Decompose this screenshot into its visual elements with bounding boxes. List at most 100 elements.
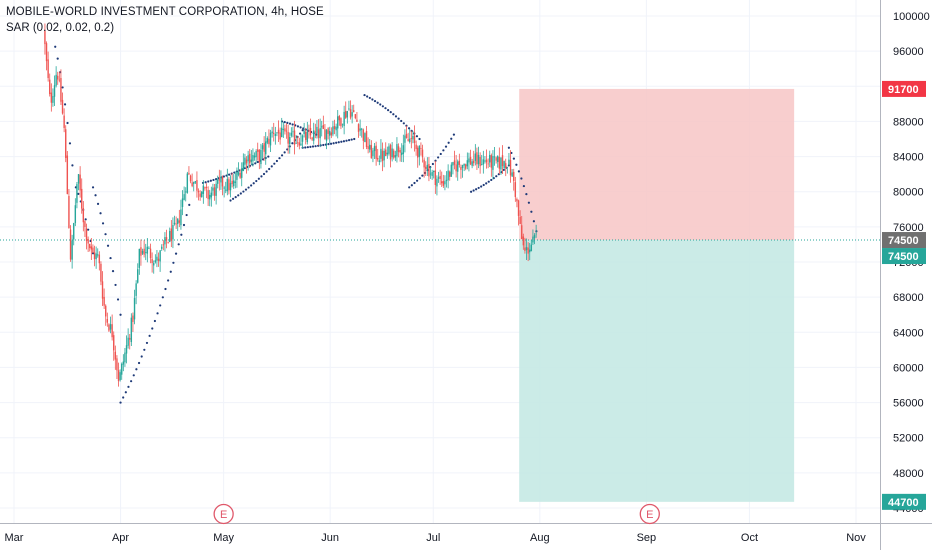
sar-dot bbox=[480, 185, 483, 188]
candle-body bbox=[268, 138, 270, 144]
sar-dot bbox=[164, 287, 167, 291]
position-zones[interactable] bbox=[519, 88, 795, 502]
candle-body bbox=[393, 150, 395, 158]
candle-body bbox=[53, 85, 56, 97]
candle-body bbox=[145, 252, 147, 253]
candle-body bbox=[165, 237, 168, 241]
sar-dot bbox=[180, 233, 183, 236]
candle-body bbox=[530, 244, 533, 252]
sar-dot bbox=[127, 385, 130, 388]
y-tick-label: 48000 bbox=[893, 468, 924, 480]
earnings-marker-label: E bbox=[220, 509, 227, 521]
sar-dot bbox=[247, 186, 250, 189]
x-tick-label: Mar bbox=[5, 532, 24, 544]
candle-body bbox=[301, 135, 304, 142]
y-tick-label: 88000 bbox=[893, 116, 924, 128]
indicator-legend[interactable]: SAR (0.02, 0.02, 0.2) bbox=[6, 22, 115, 34]
candle-body bbox=[135, 283, 137, 296]
earnings-marker-label: E bbox=[646, 509, 653, 521]
sar-dot bbox=[337, 141, 340, 144]
sar-dot bbox=[532, 220, 535, 223]
candle-body bbox=[305, 131, 307, 141]
candle-body bbox=[49, 79, 51, 95]
sar-dot bbox=[244, 188, 248, 191]
sar-dot bbox=[172, 261, 175, 264]
sar-dot bbox=[353, 137, 356, 141]
earnings-marker[interactable] bbox=[639, 503, 660, 525]
candle-body bbox=[490, 155, 493, 168]
candle-body bbox=[119, 372, 121, 381]
candle-body bbox=[245, 159, 248, 164]
sar-dot bbox=[71, 164, 74, 167]
candle-body bbox=[124, 352, 126, 363]
candle-body bbox=[506, 166, 509, 168]
sar-dot bbox=[204, 181, 207, 184]
sar-dot bbox=[397, 117, 400, 120]
candle-body bbox=[204, 187, 206, 189]
candle-body bbox=[234, 181, 237, 183]
candle-body bbox=[111, 324, 113, 338]
x-tick-label: Aug bbox=[530, 532, 550, 544]
candle-body bbox=[220, 176, 222, 183]
sar-dot bbox=[231, 197, 235, 200]
sar-dot bbox=[322, 143, 325, 147]
candle-body bbox=[498, 157, 501, 169]
sar-dot bbox=[167, 279, 170, 282]
candle-body bbox=[377, 157, 379, 160]
stop-loss-zone[interactable] bbox=[519, 88, 795, 241]
candle-body bbox=[481, 164, 483, 166]
earnings-marker[interactable] bbox=[213, 503, 234, 525]
sar-dot bbox=[209, 179, 212, 182]
candle-body bbox=[255, 151, 257, 158]
candle-body bbox=[212, 187, 214, 191]
x-tick-label: Sep bbox=[637, 532, 657, 544]
candle-body bbox=[260, 149, 262, 165]
sar-dot bbox=[275, 159, 279, 163]
sar-dot bbox=[255, 179, 258, 183]
candle-body bbox=[501, 155, 504, 167]
candle-body bbox=[404, 135, 406, 143]
candle-body bbox=[401, 152, 403, 156]
y-tick-label: 60000 bbox=[893, 362, 924, 374]
take-profit-zone[interactable] bbox=[519, 240, 795, 502]
candle-body bbox=[101, 281, 104, 299]
candle-body bbox=[242, 162, 245, 171]
sar-dot bbox=[296, 125, 300, 128]
candle-body bbox=[185, 191, 187, 193]
sar-dot bbox=[212, 178, 215, 182]
candle-body bbox=[84, 221, 86, 228]
sar-dot bbox=[161, 296, 164, 299]
candle-body bbox=[434, 170, 437, 186]
candle-body bbox=[148, 247, 150, 249]
sar-dot bbox=[311, 145, 315, 148]
candle-body bbox=[68, 196, 70, 229]
candle-body bbox=[92, 247, 94, 253]
sar-dot bbox=[392, 113, 395, 116]
sar-dot bbox=[350, 138, 353, 141]
candle-body bbox=[170, 228, 173, 241]
sar-dot bbox=[444, 145, 448, 148]
sar-dot bbox=[156, 312, 159, 315]
sar-dot bbox=[222, 175, 226, 178]
candle-body bbox=[85, 228, 88, 241]
candle-body bbox=[55, 74, 57, 86]
candle-body bbox=[519, 216, 521, 224]
candle-body bbox=[465, 164, 467, 169]
stop-price-tag: 91700 bbox=[888, 84, 919, 96]
sar-dot bbox=[507, 146, 510, 149]
candle-body bbox=[269, 132, 272, 146]
time-scale[interactable]: Mar Apr May Jun Jul Aug Sep Oct Nov bbox=[5, 532, 867, 544]
sar-dot bbox=[132, 374, 135, 377]
current-price-tag-bg bbox=[882, 232, 926, 249]
sar-dot bbox=[291, 142, 294, 145]
candle-body bbox=[489, 154, 491, 163]
candle-body bbox=[175, 223, 177, 225]
sar-dot bbox=[384, 107, 387, 110]
candle-body bbox=[508, 159, 510, 166]
candle-body bbox=[503, 161, 505, 169]
sar-dot bbox=[137, 361, 141, 365]
sar-dot bbox=[373, 99, 377, 103]
y-tick-label: 56000 bbox=[893, 398, 924, 410]
